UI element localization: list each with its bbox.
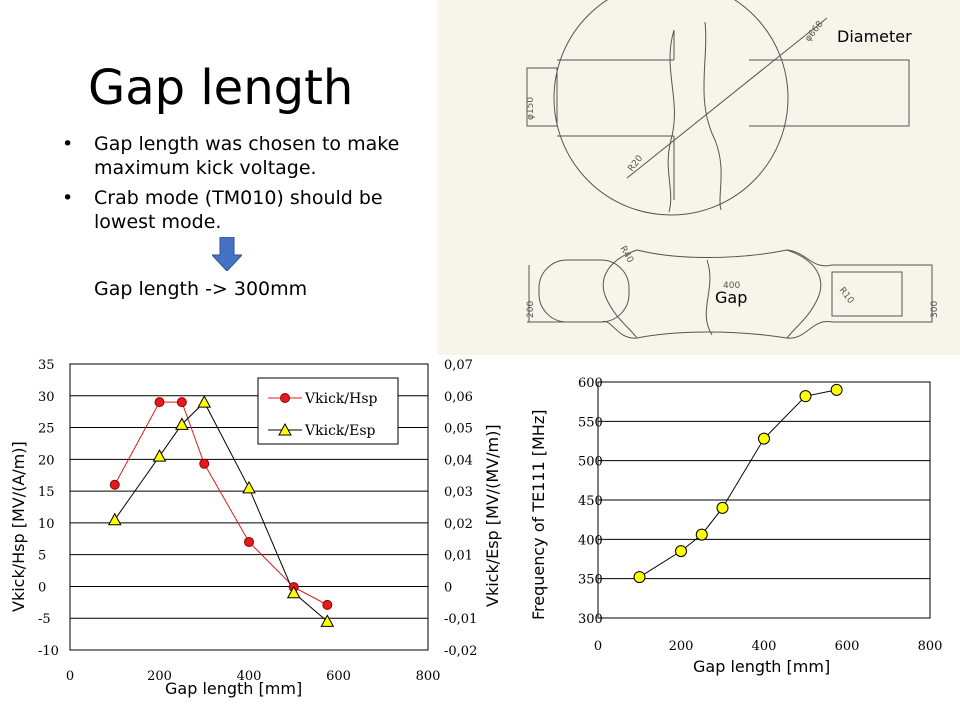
bullet-text: Gap length was chosen to make maximum ki…: [94, 133, 400, 179]
chart1-xlabel: Gap length [mm]: [165, 679, 302, 698]
chart1-frame: [69, 363, 429, 651]
legend-hsp-marker: [280, 393, 290, 403]
chart1-ytick: 30: [38, 390, 55, 405]
dim-flange: φ150: [526, 97, 536, 120]
chart1-y2tick: 0,07: [444, 358, 473, 373]
esp-point: [107, 512, 122, 526]
chart1-y2tick: 0,01: [444, 549, 473, 564]
dim-r20: R20: [626, 154, 645, 174]
chart1-xtick: 800: [416, 669, 441, 684]
chart1-ylabel: Vkick/Hsp [MV/(A/m)]: [9, 441, 28, 612]
gap-label: Gap: [715, 288, 747, 307]
bullet-dot-icon: •: [62, 187, 74, 209]
cavity-drawing: φ668 φ150 R20 R40 R10 400 200 300 Diamet…: [437, 0, 960, 355]
chart1-y2tick: -0,01: [444, 612, 477, 627]
series-esp-line: [114, 401, 328, 622]
chart2-ytick: 450: [578, 494, 603, 509]
chart2-ytick: 350: [578, 573, 603, 588]
bullet-list: • Gap length was chosen to make maximum …: [62, 132, 442, 240]
hsp-point: [199, 458, 210, 469]
chart2-ytick: 300: [578, 612, 603, 627]
chart1-ytick: 35: [38, 358, 55, 373]
chart1-xtick: 200: [147, 669, 172, 684]
freq-point: [695, 528, 708, 541]
chart2-xlabel: Gap length [mm]: [693, 657, 830, 676]
hsp-point: [109, 479, 120, 490]
chart2-ylabel: Frequency of TE111 [MHz]: [529, 410, 548, 620]
down-arrow-icon: [210, 236, 244, 275]
chart1-y2tick: 0,02: [444, 517, 473, 532]
slide-title: Gap length: [88, 60, 354, 116]
chart1-legend: Vkick/Hsp Vkick/Esp: [257, 377, 399, 445]
diameter-label: Diameter: [837, 27, 912, 46]
freq-point: [758, 432, 770, 445]
chart1-y2tick: 0,04: [444, 453, 473, 468]
legend-esp-marker: [278, 422, 292, 436]
chart2-xtick: 800: [918, 639, 943, 654]
dim-gap: 400: [723, 281, 740, 291]
bullet-item: • Gap length was chosen to make maximum …: [62, 132, 442, 180]
chart2-ytick: 600: [578, 376, 603, 391]
hsp-point: [154, 397, 165, 408]
dim-300: 300: [930, 301, 940, 318]
chart1-ylabel-right: Vkick/Esp [MV/(MV/m)]: [483, 424, 502, 607]
chart1-ytick: 20: [38, 453, 55, 468]
hsp-point: [176, 397, 187, 408]
chart1-ytick: 25: [38, 422, 55, 437]
chart2-ytick: 400: [578, 533, 603, 548]
hsp-point: [322, 599, 333, 610]
chart1-ytick: 0: [38, 580, 46, 595]
freq-point: [830, 383, 843, 396]
cavity-drawing-svg: [526, 0, 933, 339]
result-text: Gap length -> 300mm: [94, 278, 308, 300]
chart2-xtick: 600: [835, 639, 860, 654]
dim-r10: R10: [837, 286, 856, 306]
chart1-y2tick: 0: [444, 580, 452, 595]
freq-point: [675, 545, 687, 558]
esp-point: [175, 417, 189, 430]
esp-point: [286, 585, 301, 599]
dim-r40: R40: [617, 245, 635, 266]
chart1-y2tick: -0,02: [444, 644, 477, 659]
chart2-frame: [597, 381, 931, 619]
chart1-ytick: 5: [38, 549, 46, 564]
hsp-point: [288, 582, 299, 593]
chart2-ytick: 500: [578, 455, 603, 470]
chart1-xtick: 400: [237, 669, 262, 684]
freq-point: [799, 390, 812, 403]
chart2-xtick: 400: [752, 639, 777, 654]
legend-esp-label: Vkick/Esp: [304, 423, 376, 439]
freq-point: [633, 571, 646, 584]
series-hsp-line: [114, 401, 328, 606]
bullet-dot-icon: •: [62, 133, 74, 155]
freq-line: [639, 389, 837, 578]
chart1-ytick: -10: [38, 644, 59, 659]
chart2-xtick: 200: [669, 639, 694, 654]
chart1-xtick: 600: [326, 669, 351, 684]
bullet-item: • Crab mode (TM010) should be lowest mod…: [62, 186, 442, 234]
dim-200: 200: [526, 301, 536, 318]
chart2-xtick: 0: [594, 639, 602, 654]
chart1-ytick: -5: [38, 612, 51, 627]
hsp-point: [244, 536, 254, 547]
esp-point: [320, 614, 335, 627]
chart1-y2tick: 0,05: [444, 422, 473, 437]
chart1-y2tick: 0,06: [444, 390, 473, 405]
bullet-text: Crab mode (TM010) should be lowest mode.: [94, 187, 383, 233]
chart1-ytick: 10: [38, 517, 55, 532]
chart1-y2tick: 0,03: [444, 485, 473, 500]
chart1-xtick: 0: [66, 669, 74, 684]
chart1-ytick: 15: [38, 485, 55, 500]
esp-point: [152, 449, 167, 462]
chart2-ytick: 550: [578, 415, 603, 430]
freq-point: [716, 501, 729, 514]
esp-point: [242, 480, 256, 494]
dim-diameter: φ668: [803, 19, 825, 44]
legend-hsp-label: Vkick/Hsp: [304, 391, 378, 407]
esp-point: [197, 395, 212, 408]
